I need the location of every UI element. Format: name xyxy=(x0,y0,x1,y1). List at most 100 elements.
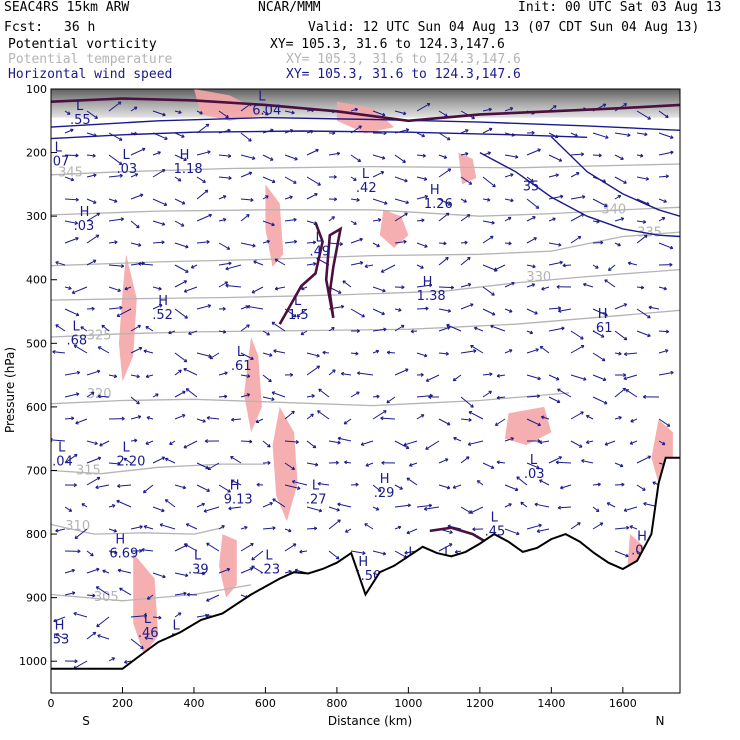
wind-vector xyxy=(526,264,536,268)
wind-vector-head xyxy=(97,394,101,399)
north-label: N xyxy=(656,714,665,728)
wind-vector xyxy=(425,440,440,450)
wind-vector xyxy=(526,237,537,244)
wind-vector-head xyxy=(289,372,294,377)
wind-vector-head xyxy=(204,439,208,444)
wind-vector-head xyxy=(582,195,586,199)
wind-vector-head xyxy=(597,482,601,487)
wind-vector xyxy=(196,304,211,310)
pv-region xyxy=(194,89,266,121)
wind-vector xyxy=(406,477,418,486)
wind-vector-head xyxy=(383,131,387,136)
wind-vector xyxy=(306,149,319,156)
wind-vector-head xyxy=(134,173,139,177)
wind-vector-head xyxy=(222,217,227,222)
wind-vector-head xyxy=(446,485,451,490)
wind-vector-head xyxy=(182,390,186,395)
wind-vector-head xyxy=(271,397,275,401)
pv-region xyxy=(379,209,409,248)
wind-vector-head xyxy=(161,169,166,173)
wind-vector xyxy=(218,281,228,288)
wind-vector-head xyxy=(75,153,79,158)
wind-vector xyxy=(350,198,360,201)
wind-vector xyxy=(174,592,187,596)
extremum-type: L xyxy=(144,612,152,627)
wind-vector xyxy=(406,528,418,534)
pv-line xyxy=(324,226,343,319)
wind-vector-head xyxy=(465,129,469,133)
wind-vector-head xyxy=(470,345,474,349)
wind-vector-head xyxy=(515,154,519,159)
wind-vector xyxy=(438,418,451,426)
wind-vector xyxy=(64,220,78,224)
wind-vector xyxy=(372,219,382,222)
wind-vector xyxy=(548,132,559,138)
wind-vector xyxy=(218,568,230,574)
wind-vector xyxy=(372,410,387,420)
theta-line xyxy=(51,268,680,301)
wind-vector-head xyxy=(113,528,117,533)
extremum-value: .49 xyxy=(309,245,330,260)
wind-vector xyxy=(240,324,250,332)
wind-vector-head xyxy=(652,481,656,485)
wind-vector-head xyxy=(466,214,471,218)
wind-vector xyxy=(482,462,495,469)
wind-vector xyxy=(460,198,467,203)
wind-vector-head xyxy=(143,525,148,529)
wind-vector-head xyxy=(91,306,95,311)
wind-vector-head xyxy=(209,355,213,360)
wind-vector xyxy=(558,308,572,312)
wind-vector-head xyxy=(642,220,647,224)
wind-vector-head xyxy=(425,378,430,382)
wind-vector xyxy=(416,264,424,269)
wind-vector-head xyxy=(137,242,142,247)
wind-vector-head xyxy=(113,374,118,379)
wind-vector-head xyxy=(177,177,182,182)
wind-vector xyxy=(317,483,330,486)
south-label: S xyxy=(82,714,90,728)
wind-vector xyxy=(630,418,638,423)
wind-vector-head xyxy=(640,285,645,290)
extremum-type: L xyxy=(237,345,245,360)
wind-vector-head xyxy=(288,569,292,574)
wind-vector-head xyxy=(124,660,128,664)
wind-vector-head xyxy=(55,324,59,328)
wind-vector xyxy=(658,371,674,376)
wind-vector-head xyxy=(92,631,97,636)
extremum-type: L xyxy=(55,140,63,155)
extremum-type: L xyxy=(315,231,323,246)
wind-vector xyxy=(191,264,198,269)
wind-vector xyxy=(548,195,564,200)
wind-vector-head xyxy=(428,503,433,508)
wind-vector-head xyxy=(252,243,256,248)
wind-vector-head xyxy=(601,357,606,362)
wind-vector xyxy=(636,220,646,223)
wind-vector-head xyxy=(531,283,536,287)
wind-vector-head xyxy=(94,115,98,119)
wind-vector xyxy=(526,524,542,530)
wind-vector-head xyxy=(157,151,161,155)
wind-vector xyxy=(586,415,594,420)
wind-vector xyxy=(614,416,622,420)
extremum-type: L xyxy=(265,548,273,563)
wind-vector-head xyxy=(599,522,604,526)
wind-vector-head xyxy=(251,289,256,294)
wind-vector-head xyxy=(102,569,106,574)
y-tick-label: 500 xyxy=(26,337,47,350)
wind-vector-head xyxy=(470,303,474,307)
theta-line xyxy=(51,463,266,475)
wind-vector xyxy=(416,176,428,180)
extremum-value: 1.26 xyxy=(424,197,453,212)
wind-vector-head xyxy=(426,103,431,107)
wind-vector-head xyxy=(137,415,142,419)
wind-vector-head xyxy=(177,612,182,616)
wind-vector-head xyxy=(246,324,250,328)
wind-vector xyxy=(460,256,471,266)
wind-vector xyxy=(240,374,251,377)
wind-vector-head xyxy=(355,482,359,487)
wind-vector-head xyxy=(180,223,185,227)
wind-vector xyxy=(539,479,550,486)
wind-vector-head xyxy=(311,394,315,398)
wind-vector-head xyxy=(538,523,542,528)
wind-speed-label: 35 xyxy=(523,180,540,195)
